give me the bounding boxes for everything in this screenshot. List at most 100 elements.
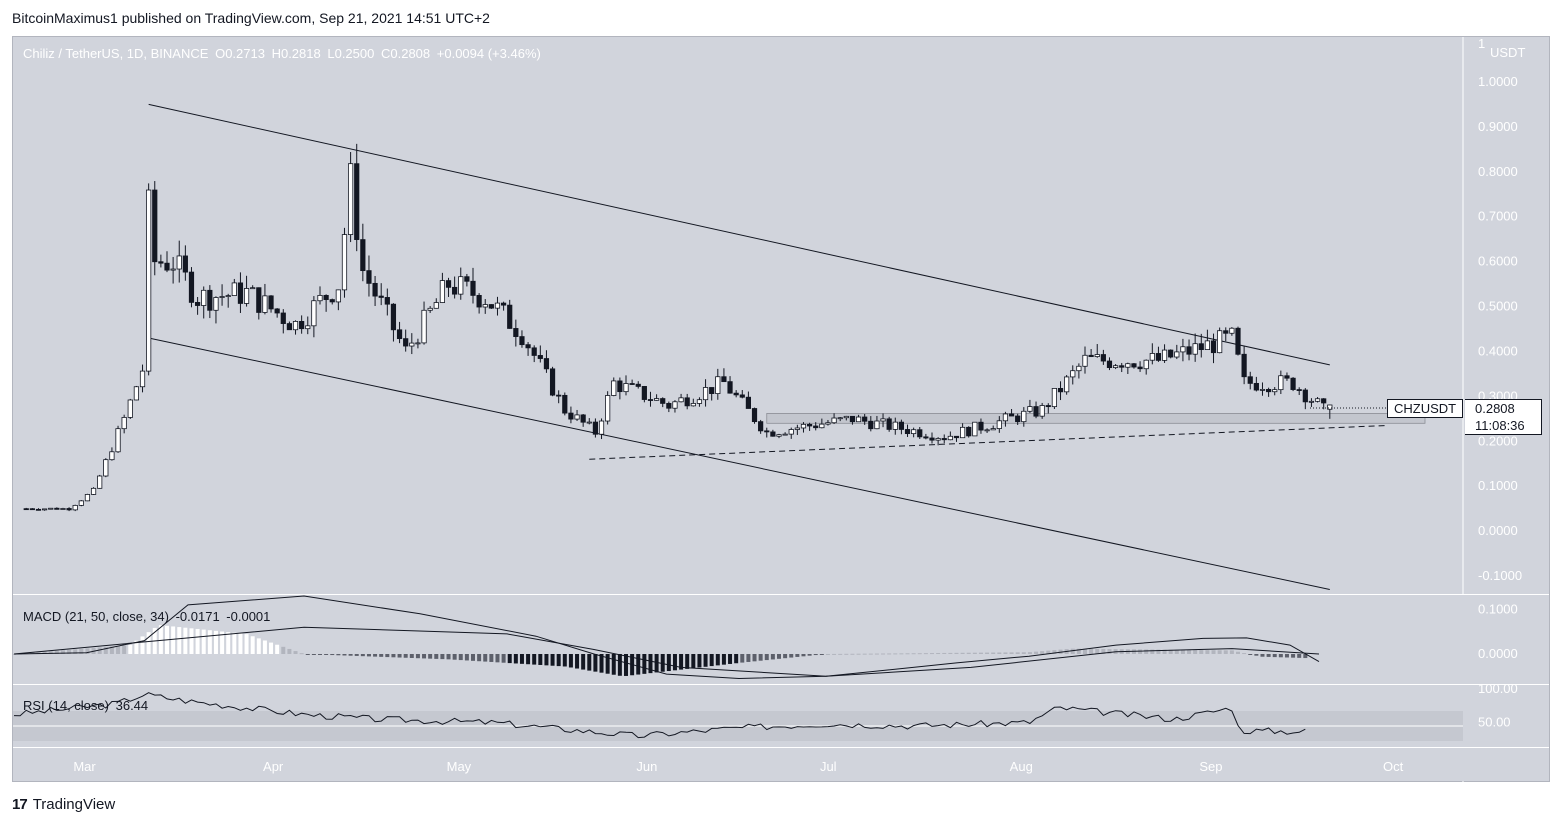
macd-bar bbox=[1015, 652, 1020, 654]
macd-bar bbox=[893, 653, 898, 655]
macd-bar bbox=[825, 653, 830, 655]
candle-body bbox=[482, 304, 488, 308]
candle-body bbox=[384, 297, 390, 305]
candle-body bbox=[617, 380, 623, 393]
candle-body bbox=[972, 421, 978, 437]
macd-bar bbox=[936, 653, 941, 655]
macd-bar bbox=[923, 653, 928, 655]
candle-body bbox=[1321, 398, 1327, 404]
candle-body bbox=[996, 420, 1002, 429]
macd-bar bbox=[60, 650, 65, 654]
macd-bar bbox=[48, 651, 53, 654]
macd-bar bbox=[544, 654, 549, 666]
candle-body bbox=[1296, 389, 1302, 391]
support-zone-rect bbox=[766, 413, 1426, 424]
macd-bar bbox=[709, 654, 714, 667]
tradingview-footer[interactable]: 17 TradingView bbox=[12, 796, 115, 813]
candle-body bbox=[507, 304, 513, 329]
macd-bar bbox=[1291, 654, 1296, 658]
candle-body bbox=[341, 234, 348, 291]
candle-body bbox=[782, 433, 788, 436]
candle-body bbox=[372, 282, 378, 297]
candle-body bbox=[623, 383, 629, 393]
macd-bar bbox=[171, 626, 176, 654]
candle-body bbox=[299, 321, 305, 330]
macd-bar bbox=[972, 652, 977, 654]
macd-bar bbox=[140, 636, 145, 654]
support-zone bbox=[766, 413, 1426, 424]
macd-bar bbox=[1266, 654, 1271, 657]
candle-body bbox=[347, 163, 354, 235]
macd-bar bbox=[305, 654, 310, 655]
macd-bar bbox=[428, 654, 433, 659]
candle-body bbox=[323, 295, 329, 300]
macd-bar bbox=[887, 653, 892, 655]
candle-body bbox=[103, 459, 109, 477]
macd-bar bbox=[452, 654, 457, 660]
candle-body bbox=[849, 415, 856, 423]
macd-bar bbox=[409, 654, 414, 658]
candle-body bbox=[580, 414, 586, 423]
macd-bar bbox=[1070, 648, 1075, 654]
macd-bar bbox=[116, 645, 121, 654]
candle-body bbox=[109, 451, 115, 461]
macd-bar bbox=[311, 654, 316, 655]
macd-bar bbox=[832, 653, 837, 655]
macd-bar bbox=[881, 653, 886, 655]
macd-bar bbox=[1089, 648, 1094, 654]
rsi-label: RSI (14, close) bbox=[23, 698, 109, 713]
macd-bar bbox=[789, 654, 794, 658]
macd-bar bbox=[507, 654, 512, 664]
candle-body bbox=[237, 282, 244, 304]
candle-body bbox=[1113, 365, 1119, 369]
macd-bar bbox=[1009, 652, 1014, 654]
candle-body bbox=[758, 421, 764, 432]
candle-body bbox=[684, 397, 690, 407]
time-tick-label: Jul bbox=[820, 759, 837, 774]
candle-body bbox=[29, 508, 35, 511]
macd-bar bbox=[189, 628, 194, 654]
candle-body bbox=[213, 297, 219, 311]
candle-body bbox=[598, 420, 605, 435]
price-tick-label: 0.6000 bbox=[1478, 254, 1518, 269]
candle-body bbox=[586, 421, 592, 424]
candle-body bbox=[476, 295, 482, 308]
macd-bar bbox=[379, 654, 384, 657]
candle-body bbox=[90, 487, 97, 495]
candle-body bbox=[1076, 365, 1082, 372]
macd-bar bbox=[1162, 649, 1167, 654]
candle-body bbox=[201, 289, 207, 306]
candle-body bbox=[568, 412, 574, 420]
candle-body bbox=[458, 276, 464, 295]
candle-body bbox=[292, 321, 299, 331]
macd-bar bbox=[220, 631, 225, 654]
candle-body bbox=[562, 394, 568, 414]
candle-body bbox=[727, 381, 733, 394]
candle-body bbox=[188, 271, 195, 303]
candle-body bbox=[739, 394, 745, 398]
macd-bar bbox=[997, 652, 1002, 654]
candle-body bbox=[421, 309, 427, 344]
candle-body bbox=[1143, 359, 1149, 370]
candle-body bbox=[360, 239, 366, 272]
macd-bar bbox=[581, 654, 586, 670]
candle-body bbox=[1198, 343, 1204, 350]
macd-bar bbox=[605, 654, 610, 674]
price-tag-price: 0.2808 bbox=[1465, 399, 1542, 418]
candle-body bbox=[751, 408, 758, 423]
candle-body bbox=[445, 280, 452, 288]
macd-bar bbox=[1052, 650, 1057, 654]
macd-bar bbox=[336, 654, 341, 656]
macd-bar bbox=[942, 652, 947, 654]
macd-bar bbox=[587, 654, 592, 671]
macd-bar bbox=[122, 645, 127, 654]
candle-body bbox=[194, 302, 201, 306]
candle-body bbox=[794, 427, 800, 430]
macd-bar bbox=[966, 652, 971, 654]
macd-bar bbox=[434, 654, 439, 659]
macd-tick-label: 0.0000 bbox=[1478, 646, 1518, 661]
macd-bar bbox=[1021, 652, 1026, 654]
macd-axis-ticks: 0.1000 0.0000 bbox=[1478, 601, 1518, 661]
tradingview-logo-icon: 17 bbox=[12, 796, 28, 813]
